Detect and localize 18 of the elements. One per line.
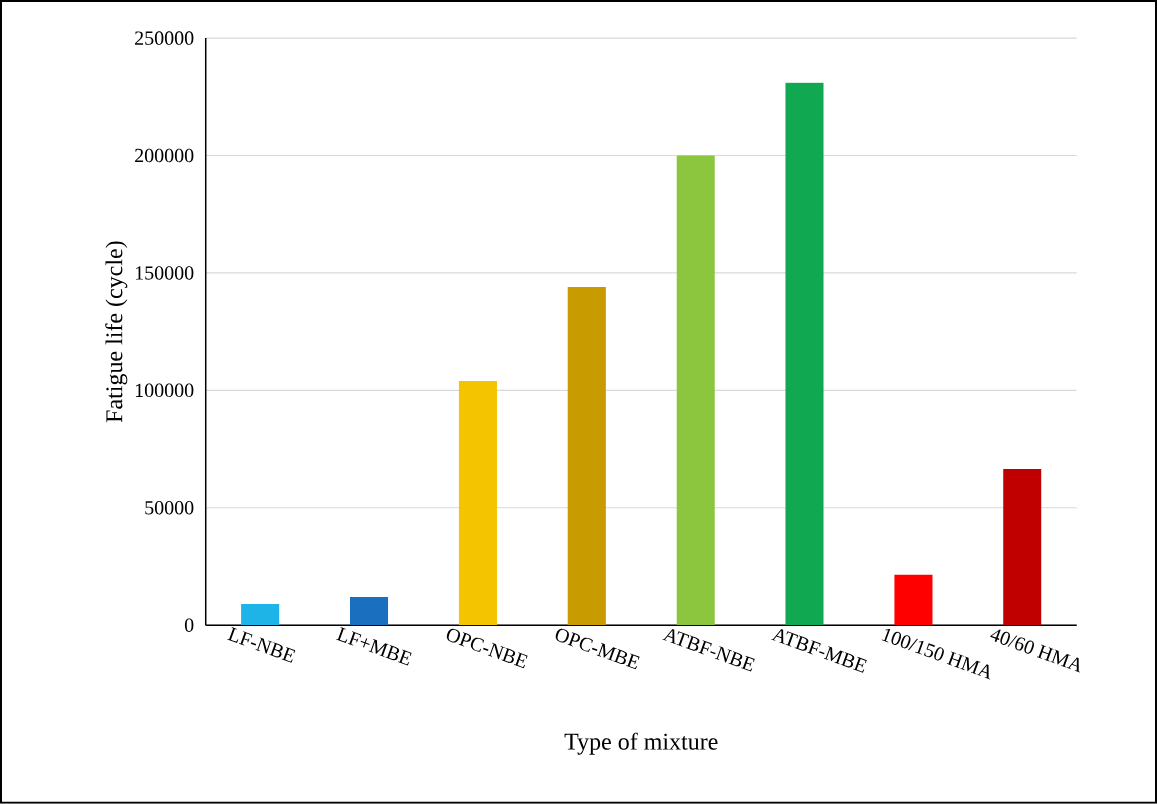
y-tick-label: 0 xyxy=(184,618,194,632)
bar xyxy=(1003,469,1042,626)
y-tick-label: 50000 xyxy=(145,501,194,515)
bar xyxy=(567,287,606,626)
bar xyxy=(349,597,389,626)
bar xyxy=(894,574,933,626)
y-tick-label: 100000 xyxy=(135,383,194,398)
x-tick-label: 100/150 HMA xyxy=(881,629,991,680)
bar xyxy=(676,155,715,626)
bar xyxy=(458,381,497,626)
y-tick-label: 250000 xyxy=(135,31,194,45)
y-tick-label: 200000 xyxy=(135,148,194,163)
bar xyxy=(785,82,824,626)
y-tick-label: 150000 xyxy=(135,266,194,280)
x-tick-label: 40/60 HMA xyxy=(990,629,1081,673)
x-axis-title: Type of mixture xyxy=(564,732,718,755)
y-axis-title: Fatigue life (cycle) xyxy=(105,241,128,423)
bar xyxy=(241,604,280,626)
